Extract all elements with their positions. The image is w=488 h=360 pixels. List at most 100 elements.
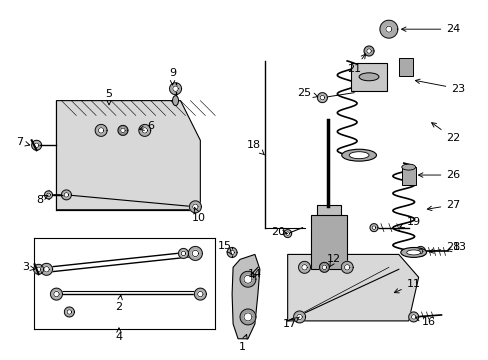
Bar <box>317 205 341 255</box>
Text: 20: 20 <box>270 226 287 237</box>
Polygon shape <box>379 20 397 38</box>
Polygon shape <box>121 128 125 132</box>
Text: 7: 7 <box>16 137 30 147</box>
Polygon shape <box>192 204 198 210</box>
Ellipse shape <box>348 152 368 159</box>
Polygon shape <box>320 95 324 100</box>
Bar <box>398 58 412 76</box>
Polygon shape <box>54 292 59 297</box>
Polygon shape <box>67 310 71 314</box>
Polygon shape <box>366 49 370 53</box>
Ellipse shape <box>341 149 376 161</box>
Polygon shape <box>32 140 41 150</box>
Polygon shape <box>197 292 203 297</box>
Text: 12: 12 <box>326 255 341 267</box>
Polygon shape <box>41 264 52 275</box>
Polygon shape <box>169 83 181 95</box>
Polygon shape <box>34 143 39 148</box>
Ellipse shape <box>401 164 415 170</box>
Polygon shape <box>344 265 349 270</box>
Text: 19: 19 <box>399 217 420 228</box>
Text: 13: 13 <box>446 243 467 252</box>
Polygon shape <box>61 190 71 200</box>
Polygon shape <box>298 261 310 273</box>
Polygon shape <box>194 288 206 300</box>
Polygon shape <box>118 125 128 135</box>
Polygon shape <box>244 275 251 283</box>
Polygon shape <box>385 26 391 32</box>
Polygon shape <box>322 265 326 270</box>
Text: 26: 26 <box>418 170 460 180</box>
Polygon shape <box>287 255 418 321</box>
Polygon shape <box>371 226 375 229</box>
Text: 25: 25 <box>297 88 317 98</box>
Polygon shape <box>319 262 328 272</box>
Polygon shape <box>227 247 237 257</box>
Text: 2: 2 <box>115 295 122 312</box>
Polygon shape <box>95 125 107 136</box>
Ellipse shape <box>358 73 378 81</box>
Polygon shape <box>240 271 255 287</box>
Polygon shape <box>44 191 52 199</box>
Text: 5: 5 <box>105 89 112 105</box>
Text: 14: 14 <box>247 269 262 279</box>
Text: 21: 21 <box>346 54 365 74</box>
Polygon shape <box>317 93 326 103</box>
Polygon shape <box>192 250 198 257</box>
Text: 15: 15 <box>218 242 232 254</box>
Text: 23: 23 <box>415 79 465 94</box>
Ellipse shape <box>400 247 426 257</box>
Polygon shape <box>418 249 422 254</box>
Ellipse shape <box>406 250 420 255</box>
Text: 17: 17 <box>282 317 299 329</box>
Polygon shape <box>44 267 49 272</box>
Text: 28: 28 <box>428 243 460 253</box>
Polygon shape <box>244 313 251 321</box>
Text: 6: 6 <box>139 121 154 131</box>
Polygon shape <box>64 193 68 197</box>
Text: 11: 11 <box>393 279 420 293</box>
Text: 18: 18 <box>246 140 264 155</box>
Bar <box>350 63 386 91</box>
Polygon shape <box>408 312 418 322</box>
Polygon shape <box>56 100 200 210</box>
Polygon shape <box>293 311 305 323</box>
Polygon shape <box>301 265 306 270</box>
Polygon shape <box>181 251 185 256</box>
Ellipse shape <box>172 96 178 105</box>
Polygon shape <box>232 255 259 339</box>
Polygon shape <box>34 264 43 274</box>
Polygon shape <box>142 128 147 133</box>
Polygon shape <box>64 307 74 317</box>
Polygon shape <box>410 315 415 319</box>
Polygon shape <box>98 128 103 133</box>
Polygon shape <box>139 125 150 136</box>
Text: 1: 1 <box>238 334 246 352</box>
Polygon shape <box>47 193 50 197</box>
Polygon shape <box>172 86 178 91</box>
Polygon shape <box>189 201 201 213</box>
Text: 22: 22 <box>431 123 460 143</box>
Polygon shape <box>341 261 352 273</box>
Text: 24: 24 <box>401 24 460 34</box>
Bar <box>401 167 415 185</box>
Polygon shape <box>50 288 62 300</box>
Polygon shape <box>364 46 373 56</box>
Polygon shape <box>283 230 291 238</box>
Polygon shape <box>285 232 289 235</box>
Text: 9: 9 <box>169 68 176 85</box>
Polygon shape <box>415 247 425 256</box>
Polygon shape <box>369 224 377 231</box>
Text: 16: 16 <box>415 317 435 327</box>
Text: 10: 10 <box>191 207 205 223</box>
Polygon shape <box>229 250 234 255</box>
Text: 27: 27 <box>427 200 460 211</box>
Polygon shape <box>240 309 255 325</box>
Text: 3: 3 <box>22 262 35 272</box>
Text: 8: 8 <box>36 195 48 205</box>
Polygon shape <box>296 314 302 320</box>
Polygon shape <box>178 248 188 258</box>
Bar <box>311 215 346 269</box>
Text: 4: 4 <box>115 328 122 342</box>
Polygon shape <box>36 267 41 271</box>
